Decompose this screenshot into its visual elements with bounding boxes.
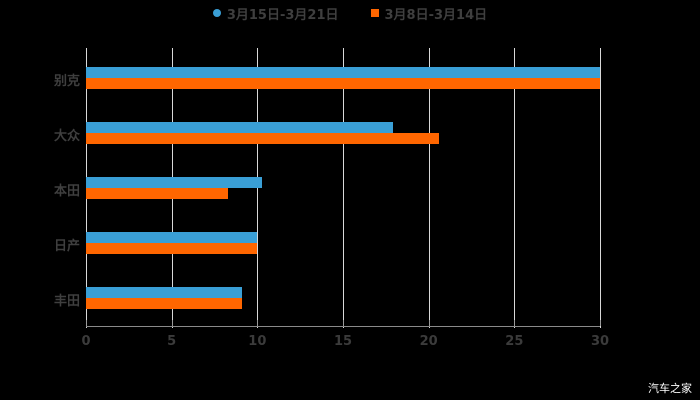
legend-label: 3月15日-3月21日: [226, 7, 339, 23]
gridline: [428, 48, 430, 328]
chart-legend: 3月15日-3月21日 3月8日-3月14日: [0, 3, 700, 23]
legend-item-week-mar8-14: 3月8日-3月14日: [370, 4, 488, 23]
bar-current-week: [86, 122, 393, 133]
category-label: 本田: [53, 184, 80, 199]
plot-area: [86, 48, 601, 328]
bar-previous-week: [86, 188, 229, 199]
gridline: [257, 48, 259, 328]
x-tick-label: 15: [333, 334, 353, 349]
gridline: [514, 48, 516, 328]
bar-previous-week: [86, 298, 242, 309]
bar-current-week: [86, 232, 258, 243]
x-tick-label: 10: [248, 334, 267, 349]
bar-previous-week: [86, 133, 439, 144]
category-label: 别克: [53, 74, 80, 89]
bar-previous-week: [86, 243, 258, 254]
x-tick-label: 25: [505, 334, 524, 349]
x-tick: [343, 320, 344, 326]
category-label: 大众: [53, 129, 80, 144]
legend-item-week-mar15-21: 3月15日-3月21日: [212, 4, 339, 23]
category-label: 日产: [53, 239, 80, 254]
x-tick: [86, 320, 87, 326]
category-label: 丰田: [53, 294, 80, 309]
legend-square-icon: [370, 9, 379, 17]
x-tick-label: 30: [590, 334, 610, 349]
watermark: 汽车之家: [648, 382, 692, 395]
legend-circle-icon: [212, 9, 221, 17]
x-tick: [514, 320, 516, 326]
x-tick: [428, 320, 430, 326]
x-tick: [171, 320, 173, 326]
x-tick-label: 5: [167, 334, 177, 349]
gridline: [600, 48, 601, 328]
gridline: [343, 48, 344, 328]
legend-label: 3月8日-3月14日: [384, 7, 488, 23]
bar-previous-week: [86, 78, 600, 89]
bar-current-week: [86, 67, 600, 78]
x-tick: [257, 320, 259, 326]
x-tick-label: 20: [419, 334, 438, 349]
x-axis-line: [86, 326, 600, 327]
x-tick-label: 0: [81, 334, 91, 349]
x-tick: [600, 320, 601, 326]
bar-current-week: [86, 287, 242, 298]
bar-current-week: [86, 177, 263, 188]
